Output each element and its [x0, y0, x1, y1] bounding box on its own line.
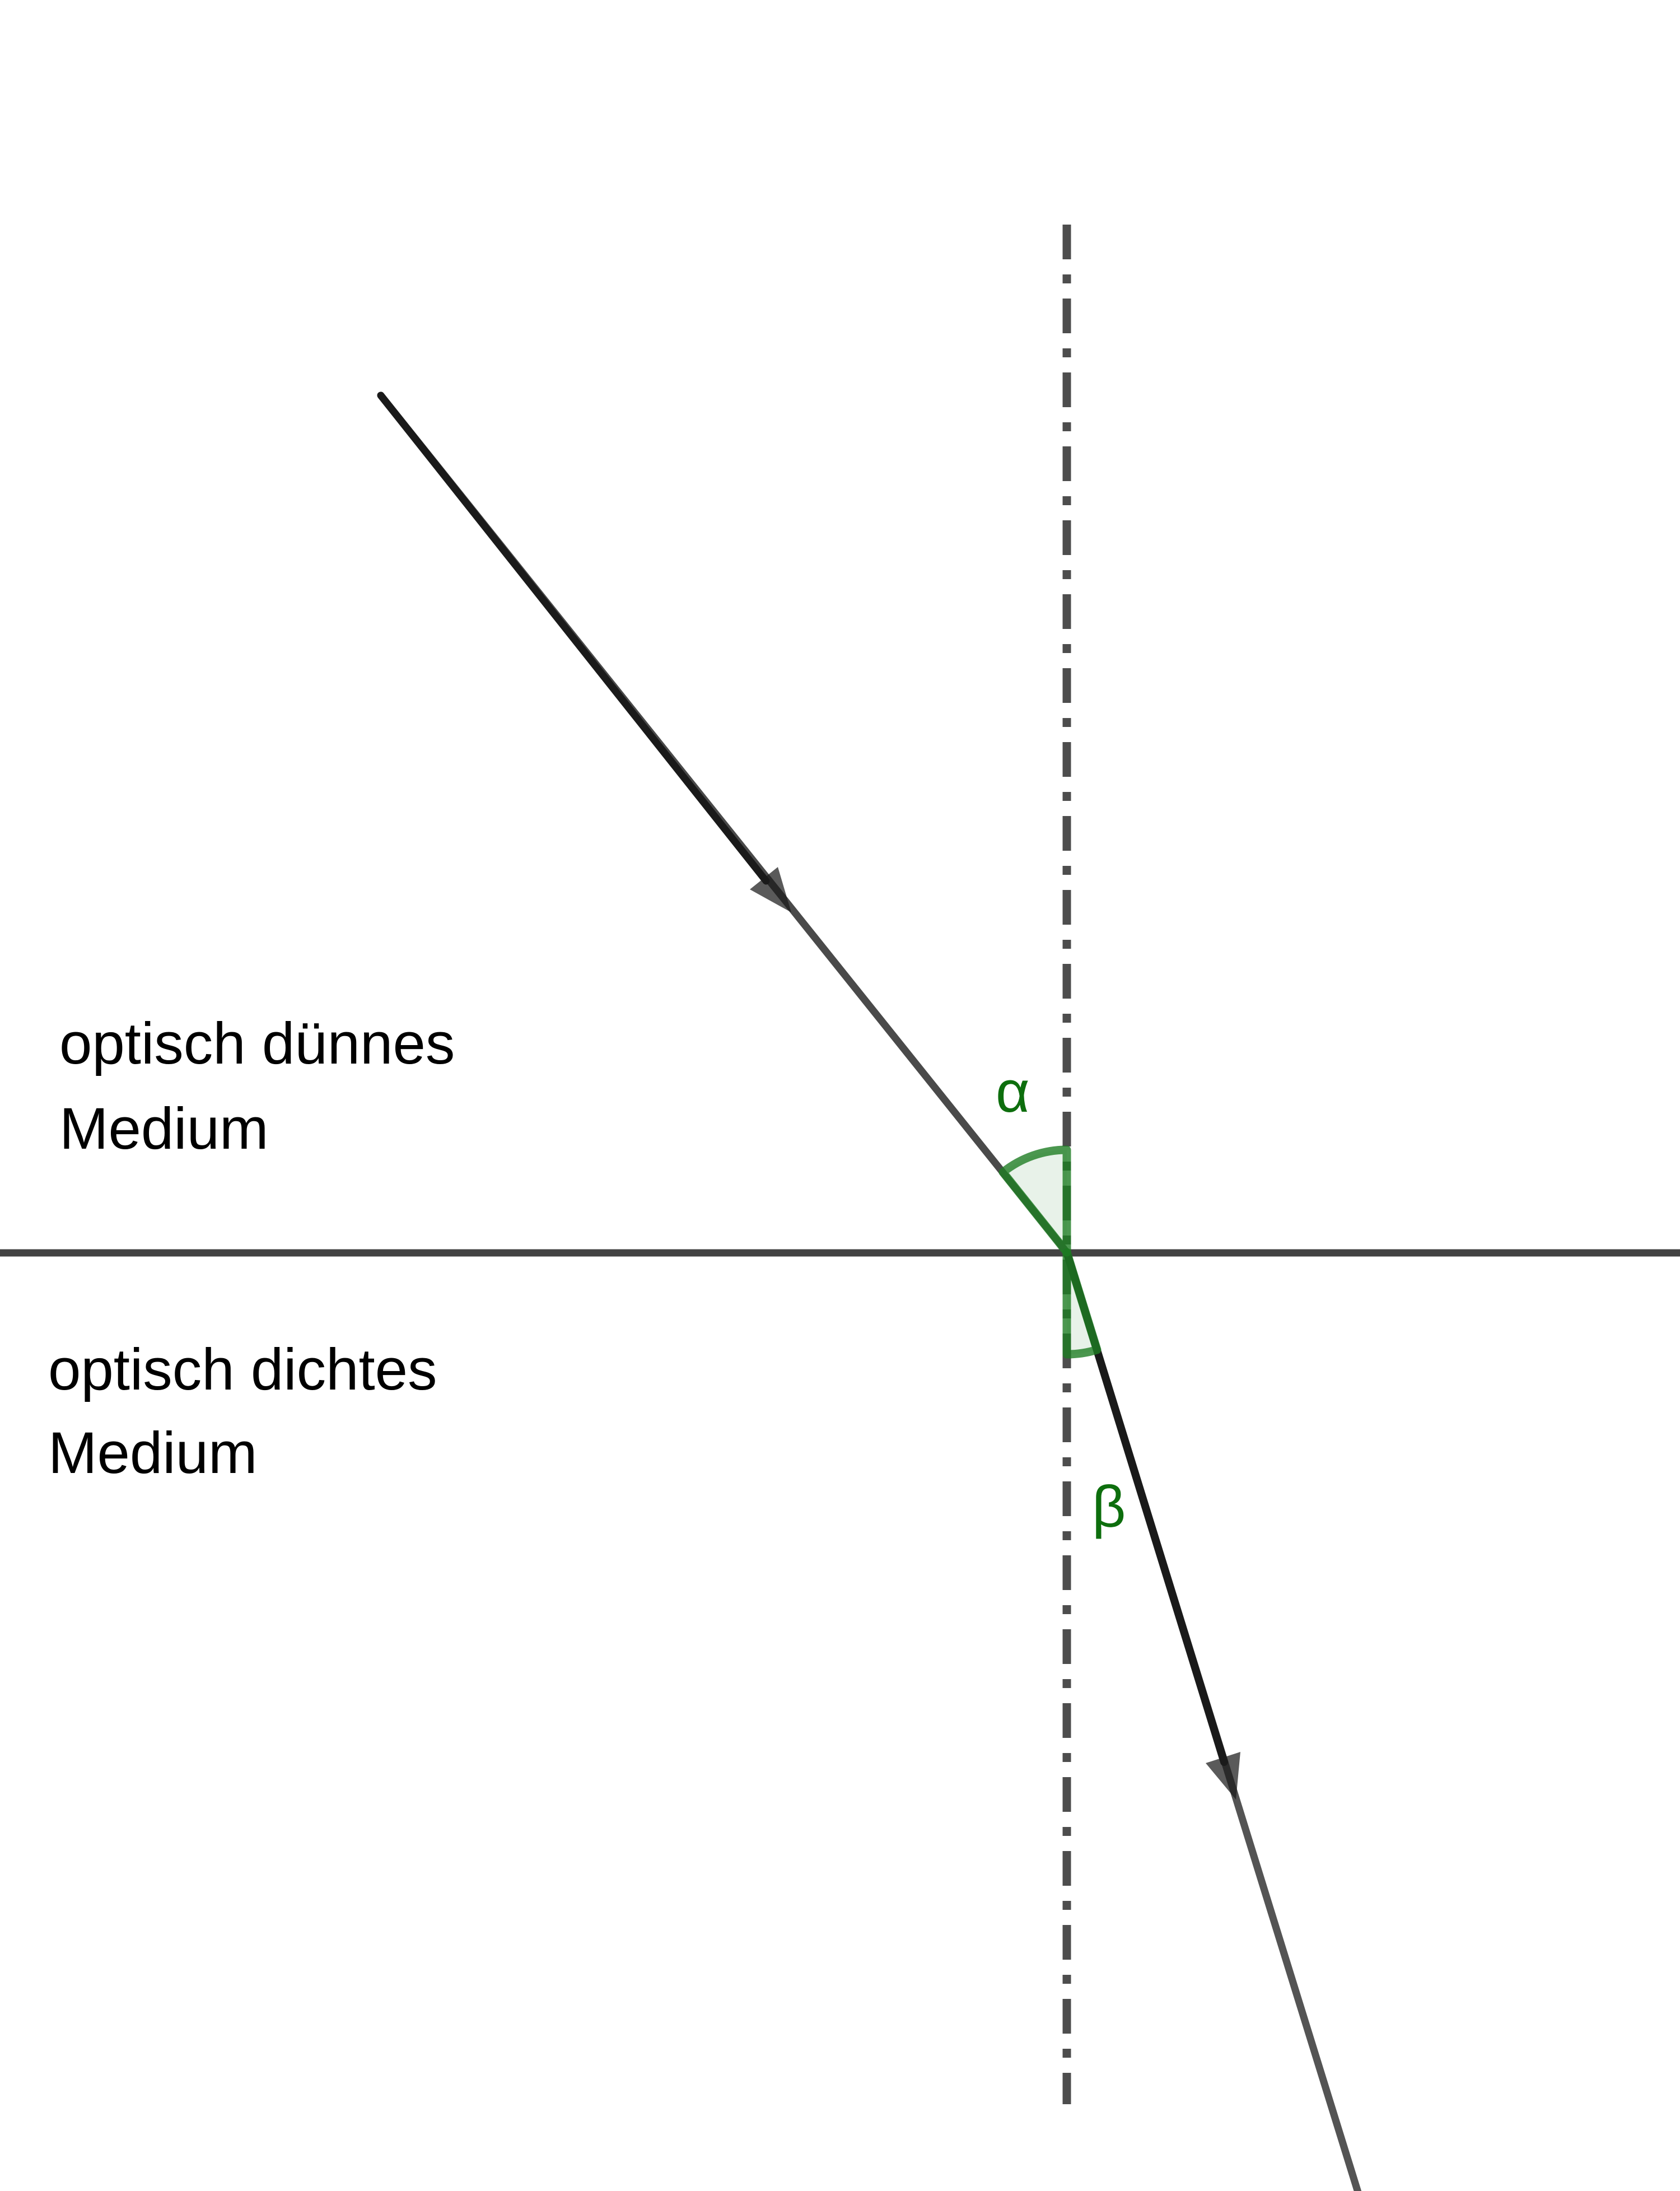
- upper-medium-label-line2: Medium: [59, 1096, 268, 1162]
- upper-medium-label-line1: optisch dünnes: [59, 1011, 455, 1076]
- beta-angle-label: β: [1092, 1474, 1126, 1540]
- incident-arrowhead-icon: [750, 867, 791, 912]
- alpha-angle-label: α: [996, 1059, 1030, 1125]
- beta-angle-sector: [1062, 1248, 1102, 1359]
- alpha-angle-sector: [998, 1145, 1071, 1257]
- incident-vector-shaft: [377, 391, 770, 885]
- refracted-arrowhead-icon: [1206, 1752, 1240, 1800]
- lower-medium-label-line1: optisch dichtes: [48, 1337, 437, 1402]
- lower-medium-label-line2: Medium: [48, 1420, 257, 1486]
